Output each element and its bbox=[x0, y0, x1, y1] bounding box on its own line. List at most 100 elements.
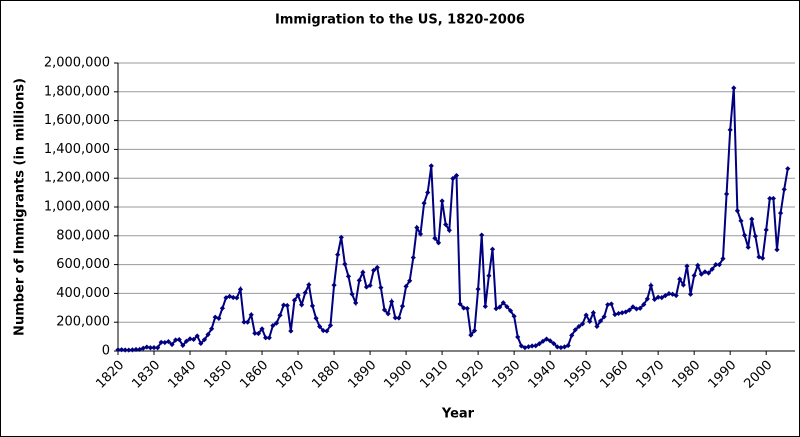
data-point bbox=[270, 323, 276, 329]
data-point bbox=[205, 331, 211, 338]
y-tick-label: 1,600,000 bbox=[44, 113, 110, 128]
data-point bbox=[266, 335, 272, 341]
data-point bbox=[173, 337, 179, 343]
x-axis-label: Year bbox=[441, 407, 475, 422]
data-point bbox=[263, 335, 269, 341]
data-point bbox=[209, 326, 215, 332]
data-point bbox=[695, 262, 701, 268]
data-point bbox=[756, 254, 762, 260]
data-point bbox=[716, 262, 722, 268]
data-point bbox=[601, 314, 607, 320]
data-point bbox=[317, 323, 323, 330]
data-point bbox=[587, 318, 593, 324]
data-point bbox=[198, 340, 204, 347]
data-point bbox=[752, 233, 758, 239]
data-point bbox=[216, 315, 222, 321]
data-point bbox=[345, 273, 352, 279]
data-point bbox=[360, 269, 366, 275]
data-point bbox=[140, 345, 146, 351]
data-point bbox=[543, 336, 550, 342]
data-point bbox=[464, 305, 470, 312]
y-tick-label: 1,400,000 bbox=[44, 142, 110, 157]
data-point bbox=[122, 347, 128, 353]
data-point bbox=[241, 319, 247, 325]
data-point bbox=[605, 302, 611, 308]
data-point bbox=[781, 186, 787, 192]
data-point bbox=[227, 293, 233, 299]
data-point bbox=[255, 330, 262, 337]
data-point bbox=[410, 254, 416, 261]
data-point bbox=[381, 307, 388, 313]
data-point bbox=[738, 218, 744, 224]
data-point bbox=[666, 291, 672, 297]
data-point bbox=[468, 332, 474, 338]
data-point bbox=[389, 298, 395, 305]
data-point bbox=[504, 304, 510, 310]
data-point bbox=[648, 282, 654, 289]
data-point bbox=[777, 210, 784, 216]
data-point bbox=[277, 312, 283, 318]
data-point bbox=[371, 267, 377, 273]
data-point bbox=[475, 286, 481, 292]
data-point bbox=[450, 175, 456, 182]
data-point bbox=[407, 278, 413, 284]
data-point bbox=[565, 342, 571, 349]
data-point bbox=[608, 301, 614, 307]
data-point bbox=[342, 261, 348, 267]
data-point bbox=[619, 310, 625, 316]
data-point bbox=[713, 261, 719, 268]
data-point bbox=[396, 315, 402, 321]
data-point bbox=[299, 302, 305, 308]
data-point bbox=[763, 227, 769, 233]
data-point bbox=[576, 323, 582, 330]
data-point bbox=[579, 321, 586, 327]
data-point bbox=[558, 344, 564, 351]
data-point bbox=[500, 300, 506, 306]
data-point bbox=[637, 305, 643, 311]
data-point bbox=[183, 338, 190, 344]
data-point bbox=[479, 232, 485, 238]
data-point bbox=[374, 264, 380, 271]
data-point bbox=[273, 320, 280, 326]
data-point bbox=[759, 255, 766, 261]
data-point bbox=[705, 270, 712, 276]
data-point bbox=[385, 311, 391, 317]
data-point bbox=[353, 300, 359, 306]
data-point bbox=[230, 294, 236, 301]
data-point bbox=[569, 332, 575, 338]
data-point bbox=[302, 290, 308, 296]
y-tick-label: 800,000 bbox=[56, 228, 110, 243]
data-point bbox=[482, 303, 488, 310]
data-point bbox=[702, 269, 708, 275]
data-point bbox=[194, 333, 200, 339]
data-point bbox=[421, 200, 427, 206]
data-point bbox=[673, 292, 679, 299]
y-tick-label: 1,200,000 bbox=[44, 171, 110, 186]
data-point bbox=[115, 347, 121, 353]
data-point bbox=[281, 302, 287, 308]
data-point bbox=[731, 85, 737, 91]
data-point bbox=[439, 198, 445, 204]
data-point bbox=[155, 345, 161, 351]
data-point bbox=[201, 337, 208, 343]
data-point bbox=[191, 336, 197, 343]
data-point bbox=[572, 327, 578, 333]
data-point bbox=[723, 191, 730, 197]
data-point bbox=[119, 347, 125, 353]
data-point bbox=[471, 328, 478, 334]
data-point bbox=[417, 231, 424, 237]
data-point bbox=[367, 282, 373, 289]
data-point bbox=[489, 246, 496, 252]
data-point bbox=[590, 310, 596, 316]
data-point bbox=[392, 315, 398, 321]
y-tick-label: 1,800,000 bbox=[44, 84, 110, 99]
data-point bbox=[767, 195, 773, 202]
data-point bbox=[291, 297, 298, 303]
data-point bbox=[306, 282, 312, 288]
data-point bbox=[551, 340, 557, 347]
data-point bbox=[327, 322, 334, 328]
data-point bbox=[313, 315, 319, 321]
data-point bbox=[180, 342, 186, 348]
data-point bbox=[774, 247, 780, 253]
